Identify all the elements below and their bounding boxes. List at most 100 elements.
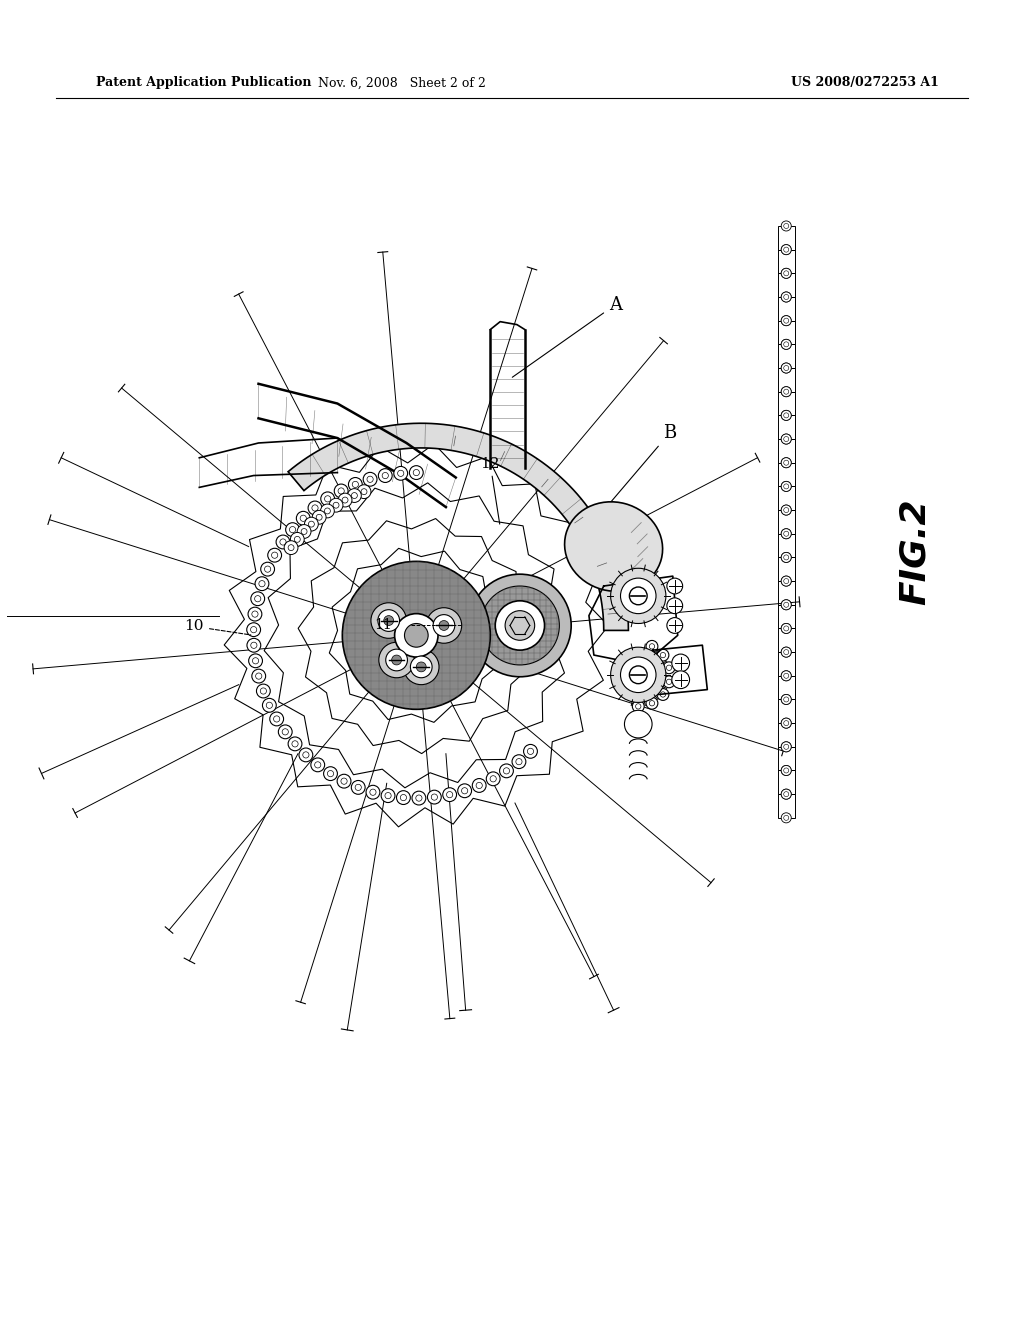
Circle shape	[781, 789, 792, 799]
Circle shape	[357, 484, 371, 499]
Circle shape	[667, 598, 683, 614]
Circle shape	[439, 620, 449, 631]
Circle shape	[249, 653, 262, 668]
Text: 12: 12	[480, 457, 500, 524]
Circle shape	[621, 578, 656, 614]
Circle shape	[480, 586, 559, 665]
Circle shape	[781, 766, 792, 776]
Circle shape	[276, 535, 290, 549]
Circle shape	[308, 502, 322, 515]
Circle shape	[523, 744, 538, 758]
Circle shape	[299, 748, 312, 762]
Circle shape	[781, 482, 792, 491]
Circle shape	[781, 529, 792, 539]
Circle shape	[342, 561, 490, 709]
Circle shape	[262, 698, 276, 713]
Circle shape	[394, 466, 408, 480]
Circle shape	[312, 511, 326, 524]
Circle shape	[311, 758, 325, 772]
Circle shape	[381, 789, 395, 803]
Circle shape	[781, 387, 792, 397]
Circle shape	[667, 618, 683, 634]
Circle shape	[781, 742, 792, 752]
Circle shape	[366, 785, 380, 799]
Circle shape	[433, 615, 455, 636]
Text: FIG.2: FIG.2	[897, 498, 932, 605]
Text: Patent Application Publication: Patent Application Publication	[95, 77, 311, 90]
Circle shape	[646, 697, 657, 709]
Circle shape	[781, 671, 792, 681]
Circle shape	[781, 268, 792, 279]
Circle shape	[781, 694, 792, 705]
Circle shape	[781, 458, 792, 467]
Circle shape	[486, 772, 500, 785]
Circle shape	[371, 603, 407, 639]
Text: B: B	[597, 424, 676, 519]
Polygon shape	[288, 424, 629, 631]
Circle shape	[442, 788, 457, 801]
Circle shape	[500, 764, 513, 777]
Circle shape	[364, 473, 377, 486]
Circle shape	[378, 610, 399, 631]
Circle shape	[412, 791, 426, 805]
Circle shape	[781, 506, 792, 515]
Circle shape	[458, 784, 471, 797]
Circle shape	[781, 387, 792, 397]
Circle shape	[351, 780, 366, 795]
Circle shape	[469, 574, 571, 677]
Circle shape	[781, 718, 792, 729]
Text: US 2008/0272253 A1: US 2008/0272253 A1	[792, 77, 939, 90]
Circle shape	[781, 623, 792, 634]
Circle shape	[781, 576, 792, 586]
Circle shape	[781, 506, 792, 515]
Circle shape	[269, 711, 284, 726]
Circle shape	[781, 599, 792, 610]
Circle shape	[781, 315, 792, 326]
Circle shape	[348, 478, 362, 491]
Circle shape	[286, 523, 299, 536]
Circle shape	[781, 647, 792, 657]
Circle shape	[288, 737, 302, 751]
Circle shape	[781, 315, 792, 326]
Circle shape	[781, 292, 792, 302]
Circle shape	[781, 813, 792, 822]
Circle shape	[391, 655, 401, 665]
Circle shape	[781, 220, 792, 231]
Circle shape	[781, 552, 792, 562]
Circle shape	[410, 466, 423, 479]
Circle shape	[379, 643, 415, 677]
Ellipse shape	[564, 502, 663, 591]
Circle shape	[256, 684, 270, 698]
Circle shape	[248, 607, 262, 620]
Circle shape	[781, 789, 792, 799]
Circle shape	[672, 655, 689, 672]
Circle shape	[781, 363, 792, 374]
Circle shape	[781, 458, 792, 467]
Circle shape	[472, 779, 486, 792]
Circle shape	[657, 649, 669, 661]
Circle shape	[347, 488, 361, 503]
Circle shape	[781, 339, 792, 350]
Circle shape	[781, 623, 792, 634]
Circle shape	[251, 591, 264, 606]
Circle shape	[781, 766, 792, 776]
Text: Nov. 6, 2008   Sheet 2 of 2: Nov. 6, 2008 Sheet 2 of 2	[317, 77, 485, 90]
Circle shape	[404, 623, 428, 647]
Circle shape	[267, 548, 282, 562]
Circle shape	[378, 469, 392, 483]
Circle shape	[338, 494, 352, 507]
Circle shape	[334, 484, 348, 498]
Circle shape	[417, 661, 426, 672]
Circle shape	[324, 767, 338, 780]
Circle shape	[633, 701, 644, 713]
Circle shape	[610, 647, 666, 702]
Circle shape	[781, 718, 792, 729]
Circle shape	[291, 532, 304, 546]
Circle shape	[781, 434, 792, 444]
Circle shape	[781, 552, 792, 562]
Circle shape	[297, 524, 311, 539]
Text: A: A	[512, 296, 622, 378]
Circle shape	[781, 339, 792, 350]
Circle shape	[496, 601, 545, 651]
Circle shape	[426, 607, 462, 643]
